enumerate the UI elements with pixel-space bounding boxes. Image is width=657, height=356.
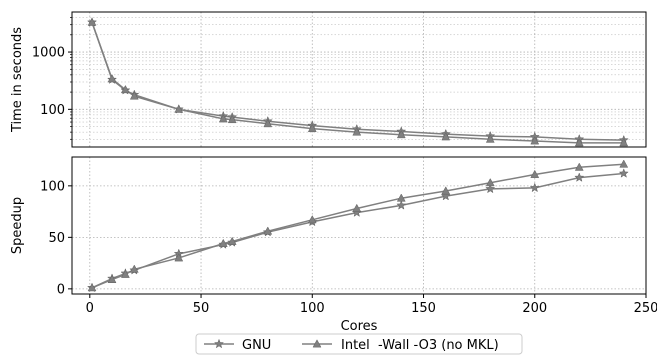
data-point-intel [352,127,362,136]
legend-box [195,333,523,355]
x-tick-label: 0 [86,301,94,316]
data-point-intel [174,253,184,262]
x-tick-label: 200 [522,301,547,316]
data-point-intel [120,84,130,94]
data-point-intel [485,134,495,143]
data-point-intel [107,274,117,283]
data-point-intel [218,238,228,247]
data-point-intel [218,114,228,123]
series-line-intel [91,163,624,289]
x-tick-label: 50 [193,301,210,316]
time-plot-frame [71,11,647,148]
time-series [86,17,629,147]
x-tick-label: 250 [634,301,657,316]
y-tick-label: 1000 [32,46,65,61]
data-point-intel [396,130,406,139]
data-point-intel [87,283,97,292]
y-tick-label: 0 [57,282,65,297]
legend-entry-gnu: GNU [204,338,271,353]
data-point-intel [619,159,629,168]
data-point-gnu [440,190,451,201]
legend: GNU Intel -Wall -O3 (no MKL) [195,333,523,355]
y-tick-label: 100 [40,179,65,194]
speedup-y-axis-label: Speedup [10,197,25,254]
series-line-intel [91,22,624,144]
time-y-axis-label: Time in seconds [10,27,25,133]
data-point-intel [129,264,139,273]
x-tick-label: 100 [300,301,325,316]
data-point-intel [441,186,451,195]
data-point-intel [129,91,139,100]
legend-intel-label: Intel -Wall -O3 (no MKL) [341,338,499,353]
x-tick-label: 150 [411,301,436,316]
data-point-intel [530,136,540,145]
data-point-intel [107,74,117,83]
speedup-series [86,159,629,293]
speedup-x-ticks: 0 50 100 150 200 250 [86,294,657,316]
y-tick-label: 100 [40,103,65,118]
series-line-gnu [91,172,624,289]
legend-star-marker-icon [213,338,225,349]
data-point-intel [174,104,184,113]
data-point-intel [396,193,406,202]
data-point-intel [574,138,584,147]
data-point-intel [263,119,273,128]
data-point-intel [307,215,317,224]
data-point-intel [307,123,317,133]
data-point-gnu [618,168,629,178]
data-point-intel [87,17,97,26]
data-point-intel [574,162,584,171]
data-point-intel [227,114,237,124]
data-point-gnu [574,172,585,182]
data-point-intel [619,138,629,147]
y-tick-label: 50 [48,231,65,246]
data-point-intel [352,203,362,212]
legend-gnu-label: GNU [242,338,271,353]
data-point-intel [530,169,540,178]
speedup-panel: 0 50 100 0 50 100 150 200 250 Speedup Cores [10,156,657,334]
legend-entry-intel: Intel -Wall -O3 (no MKL) [302,338,499,353]
data-point-intel [120,269,130,278]
data-point-gnu [529,182,540,193]
time-panel: 100 1000 Time in seconds [10,11,647,148]
time-grid [72,12,646,147]
data-point-intel [227,236,237,245]
series-line-gnu [91,22,624,141]
legend-triangle-marker-icon [312,339,322,348]
data-point-intel [441,132,451,141]
cores-x-axis-label: Cores [341,319,378,334]
time-y-ticks: 100 1000 [32,17,72,140]
speedup-y-ticks: 0 50 100 [40,179,72,297]
data-point-intel [263,226,273,235]
speedup-plot-frame [71,156,647,295]
data-point-gnu [485,183,496,194]
speedup-grid [72,157,646,294]
data-point-gnu [396,200,407,210]
data-point-intel [485,178,495,187]
